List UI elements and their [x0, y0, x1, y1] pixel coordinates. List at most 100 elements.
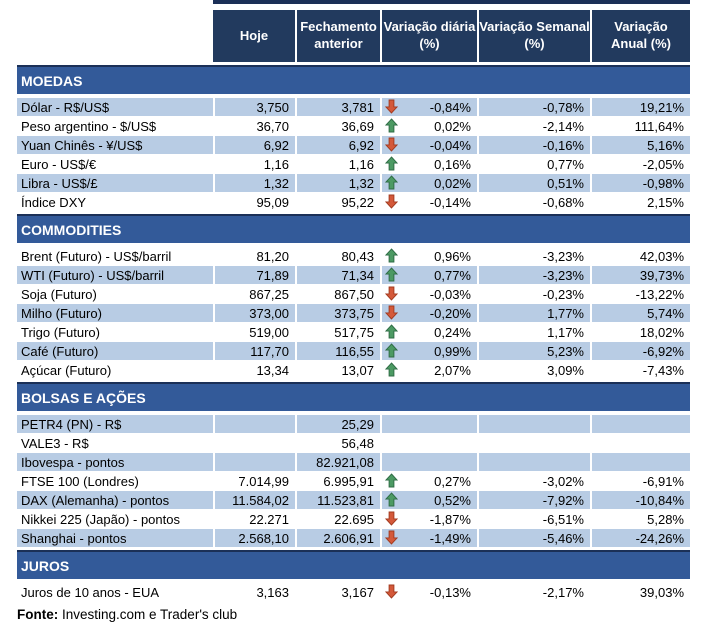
cell-fechamento-anterior: 867,50	[295, 285, 380, 303]
value-variacao-semanal: -6,51%	[542, 511, 584, 527]
table-row-libra-us: Libra - US$/£ 1,32 1,32 0,02% 0,51% -0,98%	[17, 174, 690, 192]
value-variacao-semanal: -0,68%	[542, 194, 584, 210]
cell-fechamento-anterior: 56,48	[295, 434, 380, 452]
value-variacao-diaria: -0,84%	[429, 99, 471, 115]
table-row-acucar-futuro: Açúcar (Futuro) 13,34 13,07 2,07% 3,09% -7,43…	[17, 361, 690, 379]
cell-hoje: 117,70	[213, 342, 295, 360]
table-row-petr4-pn-r: PETR4 (PN) - R$ 25,29	[17, 415, 690, 433]
value-variacao-diaria: 0,27%	[434, 473, 471, 489]
value-hoje: 117,70	[250, 343, 289, 359]
value-fechamento-anterior: 82.921,08	[316, 454, 374, 470]
cell-fechamento-anterior: 95,22	[295, 193, 380, 211]
value-hoje: 519,00	[249, 324, 289, 340]
top-border-line	[213, 0, 690, 4]
down-arrow-icon	[385, 286, 398, 301]
cell-variacao-anual: 5,74%	[590, 304, 690, 322]
row-label: WTI (Futuro) - US$/barril	[21, 267, 165, 283]
cell-variacao-anual: 19,21%	[590, 98, 690, 116]
cell-variacao-diaria: -0,14%	[380, 193, 477, 211]
value-fechamento-anterior: 116,55	[335, 343, 374, 359]
cell-variacao-anual: 39,03%	[590, 583, 690, 601]
cell-hoje: 36,70	[213, 117, 295, 135]
column-header-text: Variação diária	[383, 19, 476, 35]
cell-fechamento-anterior: 36,69	[295, 117, 380, 135]
value-variacao-anual: -2,05%	[642, 156, 684, 172]
cell-hoje: 373,00	[213, 304, 295, 322]
value-hoje: 7.014,99	[238, 473, 289, 489]
cell-hoje: 2.568,10	[213, 529, 295, 547]
value-hoje: 373,00	[249, 305, 289, 321]
cell-fechamento-anterior: 6,92	[295, 136, 380, 154]
down-arrow-icon	[385, 305, 398, 320]
value-fechamento-anterior: 22.695	[334, 511, 374, 527]
section-header-commodities: COMMODITIES	[17, 214, 690, 243]
cell-label: Trigo (Futuro)	[17, 323, 213, 341]
cell-variacao-anual: 42,03%	[590, 247, 690, 265]
cell-variacao-diaria: 0,99%	[380, 342, 477, 360]
cell-fechamento-anterior: 2.606,91	[295, 529, 380, 547]
value-hoje: 95,09	[256, 194, 289, 210]
value-fechamento-anterior: 517,75	[334, 324, 374, 340]
value-fechamento-anterior: 25,29	[341, 416, 374, 432]
cell-variacao-diaria: 0,16%	[380, 155, 477, 173]
cell-label: Café (Futuro)	[17, 342, 213, 360]
cell-label: Ibovespa - pontos	[17, 453, 213, 471]
column-header-text: Variação Semanal	[479, 19, 590, 35]
cell-hoje: 7.014,99	[213, 472, 295, 490]
cell-hoje: 1,16	[213, 155, 295, 173]
cell-variacao-diaria: 0,02%	[380, 174, 477, 192]
value-hoje: 3,163	[256, 584, 289, 600]
table-row-juros-de-10-anos-eua: Juros de 10 anos - EUA 3,163 3,167 -0,13% -2…	[17, 583, 690, 601]
section-title: JUROS	[21, 557, 70, 574]
value-variacao-diaria: 0,77%	[434, 267, 471, 283]
row-label: Euro - US$/€	[21, 156, 97, 172]
value-hoje: 81,20	[256, 248, 289, 264]
value-variacao-anual: 42,03%	[639, 248, 684, 264]
up-arrow-icon	[385, 343, 398, 358]
cell-hoje	[213, 415, 295, 433]
value-variacao-anual: -10,84%	[635, 492, 684, 508]
cell-variacao-semanal: 3,09%	[477, 361, 590, 379]
value-hoje: 867,25	[249, 286, 289, 302]
value-variacao-semanal: -3,23%	[542, 267, 584, 283]
cell-hoje	[213, 453, 295, 471]
up-arrow-icon	[385, 492, 398, 507]
table-row-shanghai-pontos: Shanghai - pontos 2.568,10 2.606,91 -1,49% -…	[17, 529, 690, 547]
cell-fechamento-anterior: 517,75	[295, 323, 380, 341]
table-row-dax-alemanha-pontos: DAX (Alemanha) - pontos 11.584,02 11.523,8…	[17, 491, 690, 509]
value-variacao-diaria: 2,07%	[434, 362, 471, 378]
table-row-indice-dxy: Índice DXY 95,09 95,22 -0,14% -0,68% 2,15%	[17, 193, 690, 211]
cell-label: VALE3 - R$	[17, 434, 213, 452]
value-fechamento-anterior: 867,50	[334, 286, 374, 302]
cell-hoje: 6,92	[213, 136, 295, 154]
value-variacao-semanal: 5,23%	[547, 343, 584, 359]
cell-label: Nikkei 225 (Japão) - pontos	[17, 510, 213, 528]
cell-fechamento-anterior: 80,43	[295, 247, 380, 265]
table-row-milho-futuro: Milho (Futuro) 373,00 373,75 -0,20% 1,77% 5,7…	[17, 304, 690, 322]
cell-variacao-semanal: -3,23%	[477, 266, 590, 284]
column-header-text: Variação	[614, 19, 668, 35]
cell-variacao-anual: -7,43%	[590, 361, 690, 379]
value-fechamento-anterior: 36,69	[341, 118, 374, 134]
table-header-row: Hoje Fechamento anterior Variação diária (%)…	[17, 10, 690, 62]
cell-variacao-diaria: 0,02%	[380, 117, 477, 135]
value-fechamento-anterior: 373,75	[334, 305, 374, 321]
value-variacao-semanal: 0,77%	[547, 156, 584, 172]
cell-variacao-anual: 18,02%	[590, 323, 690, 341]
cell-label: Libra - US$/£	[17, 174, 213, 192]
cell-label: Euro - US$/€	[17, 155, 213, 173]
row-label: VALE3 - R$	[21, 435, 89, 451]
cell-hoje: 81,20	[213, 247, 295, 265]
section-header-bolsas-e-acoes: BOLSAS E AÇÕES	[17, 382, 690, 411]
cell-hoje: 71,89	[213, 266, 295, 284]
cell-variacao-semanal: -3,23%	[477, 247, 590, 265]
value-variacao-anual: -24,26%	[635, 530, 684, 546]
cell-variacao-semanal: 0,51%	[477, 174, 590, 192]
table-row-nikkei-225-japao-pontos: Nikkei 225 (Japão) - pontos 22.271 22.695 -…	[17, 510, 690, 528]
down-arrow-icon	[385, 99, 398, 114]
cell-variacao-semanal: 0,77%	[477, 155, 590, 173]
value-variacao-semanal: -2,14%	[542, 118, 584, 134]
up-arrow-icon	[385, 175, 398, 190]
value-variacao-diaria: 0,52%	[434, 492, 471, 508]
column-header-text: Hoje	[239, 27, 269, 43]
